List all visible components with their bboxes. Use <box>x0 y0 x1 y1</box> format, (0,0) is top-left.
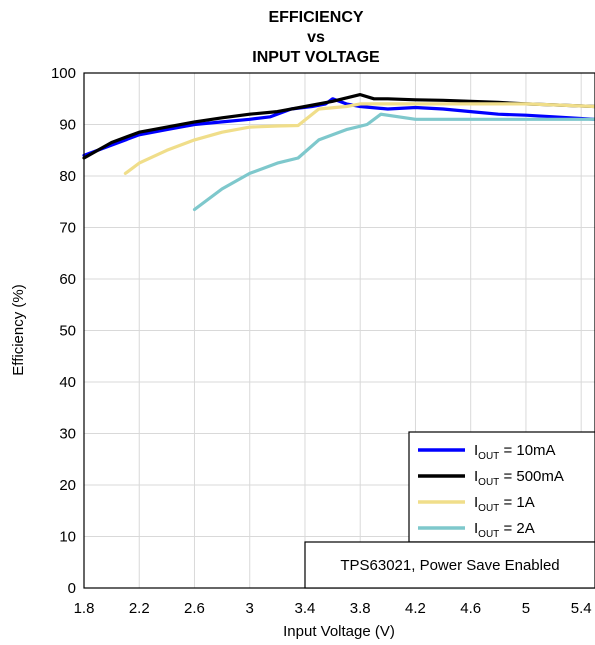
x-tick-label: 2.2 <box>129 600 150 617</box>
y-tick-label: 70 <box>59 220 76 237</box>
y-tick-label: 50 <box>59 323 76 340</box>
series-lines <box>82 92 595 212</box>
series-line-500ma <box>82 92 595 160</box>
series-line-2a <box>192 112 595 212</box>
chart-title-line-2: vs <box>307 29 325 46</box>
series-line-1a <box>123 102 595 175</box>
x-tick-labels: 1.8 2.2 2.6 3 3.4 3.8 4.2 4.6 5 5.4 <box>74 600 592 617</box>
legend: IOUT = 10mA IOUT = 500mA IOUT = 1A IOUT = 2… <box>408 431 595 543</box>
y-tick-label: 0 <box>68 580 76 597</box>
x-tick-label: 1.8 <box>74 600 95 617</box>
y-tick-labels: 0 10 20 30 40 50 60 70 80 90 100 <box>51 65 76 597</box>
x-tick-label: 5 <box>522 600 530 617</box>
x-tick-label: 4.6 <box>460 600 481 617</box>
y-tick-label: 10 <box>59 529 76 546</box>
y-axis-label: Efficiency (%) <box>10 284 27 375</box>
annotation-text: TPS63021, Power Save Enabled <box>340 557 559 574</box>
y-tick-label: 20 <box>59 477 76 494</box>
x-tick-label: 3.8 <box>350 600 371 617</box>
legend-items: IOUT = 10mA IOUT = 500mA IOUT = 1A IOUT = 2… <box>418 442 564 540</box>
x-tick-label: 3 <box>246 600 254 617</box>
chart-title-line-3: INPUT VOLTAGE <box>252 49 380 66</box>
legend-label: IOUT = 10mA <box>474 442 556 462</box>
y-tick-label: 40 <box>59 374 76 391</box>
y-tick-label: 90 <box>59 117 76 134</box>
y-tick-label: 80 <box>59 168 76 185</box>
legend-label: IOUT = 500mA <box>474 468 564 488</box>
legend-label: IOUT = 2A <box>474 520 535 540</box>
x-tick-label: 5.4 <box>571 600 592 617</box>
x-axis-label: Input Voltage (V) <box>283 623 395 640</box>
y-tick-label: 30 <box>59 426 76 443</box>
y-tick-label: 100 <box>51 65 76 82</box>
legend-label: IOUT = 1A <box>474 494 535 514</box>
y-tick-label: 60 <box>59 271 76 288</box>
x-tick-label: 4.2 <box>405 600 426 617</box>
annotation-box: TPS63021, Power Save Enabled <box>304 541 595 589</box>
x-tick-label: 2.6 <box>184 600 205 617</box>
chart-title-line-1: EFFICIENCY <box>268 9 363 26</box>
grid <box>84 73 595 588</box>
annotation-frame <box>304 541 595 589</box>
x-tick-label: 3.4 <box>295 600 316 617</box>
